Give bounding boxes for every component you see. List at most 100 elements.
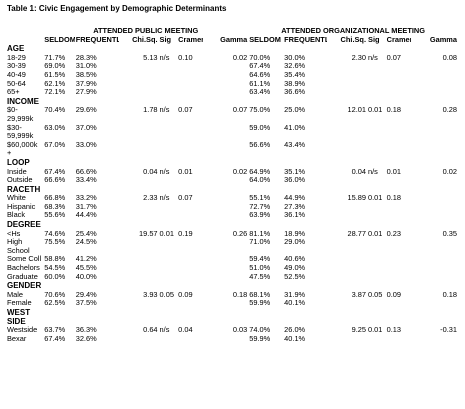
cell [203, 194, 248, 203]
cell [327, 211, 367, 220]
cell [327, 62, 367, 71]
cell [367, 80, 386, 89]
cell: 9.25 [351, 326, 367, 335]
cell: 37.5% [75, 299, 97, 308]
cell: 47.5% [249, 272, 271, 281]
cell: n/s [159, 194, 170, 203]
cell [119, 176, 159, 185]
cell: 51.0% [249, 264, 271, 273]
cell: 25.0% [284, 106, 306, 115]
cell [43, 220, 458, 230]
cell [386, 141, 412, 158]
cell: 31.7% [75, 202, 97, 211]
cell: 59.4% [249, 255, 271, 264]
cell [159, 176, 178, 185]
cell: 62.1% [44, 79, 66, 88]
cell [386, 71, 412, 80]
cell [386, 124, 412, 141]
cell [367, 203, 386, 212]
cell: 66.8% [44, 194, 66, 203]
cell: 0.64 [143, 326, 158, 335]
cell [203, 141, 248, 158]
cell [367, 124, 386, 141]
cell: 59.9% [249, 334, 271, 343]
cell: 0.03 [232, 326, 248, 335]
row-label: Female [7, 299, 32, 308]
cell [119, 124, 159, 141]
row-label: 50-64 [7, 79, 26, 88]
cell [203, 238, 248, 255]
cell: 38.9% [284, 79, 306, 88]
section-label: GENDER [7, 281, 42, 291]
cell: 30.0% [284, 53, 306, 62]
data-row: Some Coll 58.8% 41.2% 59.4% 40.6% [6, 255, 458, 264]
cell [177, 141, 203, 158]
cell [327, 141, 367, 158]
cell: 0.23 [386, 229, 402, 238]
column-header: FREQUENTLY [284, 35, 328, 44]
cell: 0.26 [232, 229, 248, 238]
cell [367, 211, 386, 220]
cell: 0.13 [386, 326, 402, 335]
cell [386, 211, 412, 220]
section-row: AGE [6, 44, 458, 54]
cell [367, 299, 386, 308]
data-row: Graduate 60.0% 40.0% 47.5% 52.5% [6, 273, 458, 282]
cell [367, 255, 386, 264]
cell [43, 308, 458, 326]
cell [119, 255, 159, 264]
data-row: 40-49 61.5% 38.5% 64.6% 35.4% [6, 71, 458, 80]
data-row: Bexar 67.4% 32.6% 59.9% 40.1% [6, 335, 458, 344]
cell: 29.4% [75, 290, 97, 299]
column-header: Chi.Sq. [340, 35, 367, 44]
section-label: RACETH [7, 184, 41, 194]
section-row: WEST SIDE [6, 308, 458, 326]
cell: 31.0% [75, 62, 97, 71]
section-row: DEGREE [6, 220, 458, 230]
cell: 0.01 [368, 326, 383, 335]
row-label: Some Coll [7, 255, 42, 264]
cell [327, 203, 367, 212]
cell: 0.04 [178, 326, 193, 335]
cell [203, 264, 248, 273]
cell: 40.1% [284, 299, 306, 308]
column-header: Gamma [429, 35, 457, 44]
cell: 28.77 [347, 229, 367, 238]
row-label: Bexar [7, 334, 27, 343]
cell: 49.0% [284, 264, 306, 273]
cell: 64.0% [249, 176, 271, 185]
cell [327, 80, 367, 89]
cell: 67.4% [44, 334, 66, 343]
cell [119, 264, 159, 273]
row-label: Outside [7, 176, 33, 185]
row-label: High School [7, 238, 30, 255]
cell [411, 194, 458, 203]
cell: 0.01 [368, 229, 383, 238]
group-header: ATTENDED ORGANIZATIONAL MEETING [281, 27, 425, 35]
cell: 36.0% [284, 176, 306, 185]
cell: 0.01 [178, 167, 193, 176]
cell [367, 273, 386, 282]
cell [411, 299, 458, 308]
cell: n/s [159, 53, 170, 62]
data-row: 65+ 72.1% 27.9% 63.4% 36.6% [6, 88, 458, 97]
cell [177, 71, 203, 80]
cell [367, 176, 386, 185]
section-label: DEGREE [7, 220, 41, 230]
data-table: ATTENDED PUBLIC MEETING ATTENDED ORGANIZA… [6, 27, 458, 343]
row-label: Graduate [7, 272, 38, 281]
cell: 0.02 [232, 53, 248, 62]
cell [177, 62, 203, 71]
cell: 25.4% [75, 229, 97, 238]
cell: 61.1% [249, 79, 271, 88]
cell [411, 203, 458, 212]
cell [203, 124, 248, 141]
data-row: White 66.8% 33.2% 2.33 n/s 0.07 55.1% 44.9% 15.8… [6, 194, 458, 203]
cell: 63.4% [249, 88, 271, 97]
data-row: Female 62.5% 37.5% 59.9% 40.1% [6, 299, 458, 308]
cell [177, 273, 203, 282]
cell [159, 273, 178, 282]
cell [367, 141, 386, 158]
row-label: Westside [7, 326, 38, 335]
cell: 55.1% [249, 194, 271, 203]
